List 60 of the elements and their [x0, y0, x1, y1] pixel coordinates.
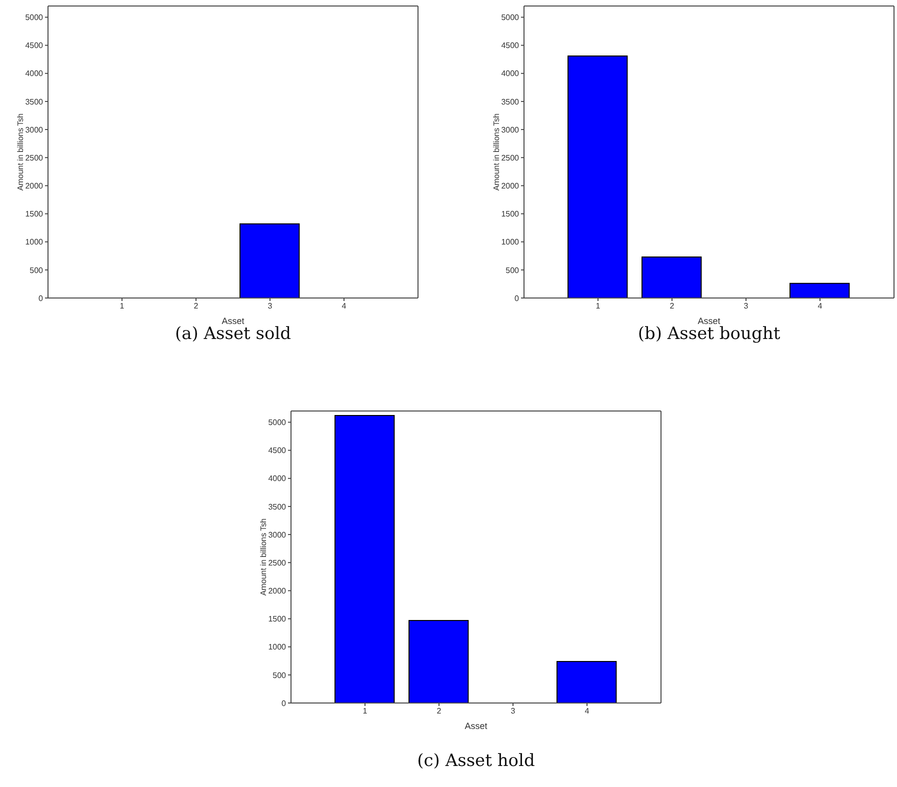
y-tick-label: 5000 [268, 418, 287, 428]
y-tick-label: 4000 [25, 69, 44, 78]
y-tick-label: 2500 [25, 153, 44, 162]
y-tick-label: 2000 [268, 586, 287, 596]
x-tick-label: 4 [584, 706, 590, 716]
y-tick-label: 0 [514, 294, 520, 303]
x-tick-label: 4 [818, 302, 823, 311]
x-tick-label: 1 [362, 706, 368, 716]
x-tick-label: 1 [120, 302, 125, 311]
text: (a) Asset sold [174, 324, 292, 344]
y-axis-title: Amount in billions Tsh [258, 518, 268, 596]
y-tick-label: 3000 [25, 125, 44, 134]
y-tick-label: 2000 [25, 182, 44, 191]
y-tick-label: 500 [30, 266, 44, 275]
y-tick-label: 4000 [501, 69, 520, 78]
y-tick-label: 3500 [268, 502, 287, 512]
bar [790, 282, 850, 298]
y-tick-label: 3000 [501, 125, 520, 134]
y-tick-label: 2000 [501, 182, 520, 191]
bar [642, 256, 702, 298]
x-tick-label: 2 [670, 302, 675, 311]
y-tick-label: 1000 [25, 238, 44, 247]
bar [408, 620, 469, 703]
y-tick-label: 4500 [268, 446, 287, 456]
text: (b) Asset bought [638, 324, 780, 344]
x-axis-title: Asset [698, 316, 721, 326]
y-tick-label: 2500 [268, 558, 287, 568]
y-tick-label: 5000 [25, 13, 44, 22]
x-tick-label: 3 [510, 706, 516, 716]
x-tick-label: 4 [342, 302, 347, 311]
y-tick-label: 3500 [25, 97, 44, 106]
x-tick-label: 3 [268, 302, 273, 311]
bar [556, 660, 617, 703]
x-axis-title: Asset [222, 316, 245, 326]
y-tick-label: 500 [272, 670, 287, 680]
y-tick-label: 5000 [501, 13, 520, 22]
y-tick-label: 1500 [501, 210, 520, 219]
y-tick-label: 4500 [501, 41, 520, 50]
y-tick-label: 0 [282, 698, 287, 708]
y-tick-label: 4500 [25, 41, 44, 50]
y-tick-label: 3000 [268, 530, 287, 540]
y-axis-title: Amount in billions Tsh [492, 113, 501, 191]
x-tick-label: 3 [744, 302, 749, 311]
y-tick-label: 3500 [501, 97, 520, 106]
y-axis-title: Amount in billions Tsh [16, 113, 25, 191]
y-tick-label: 4000 [268, 474, 287, 484]
x-tick-label: 2 [194, 302, 199, 311]
y-tick-label: 0 [38, 294, 44, 303]
x-tick-label: 1 [596, 302, 601, 311]
y-tick-label: 2500 [501, 153, 520, 162]
text: (c) Asset hold [417, 751, 535, 771]
bar [568, 55, 628, 298]
x-tick-label: 2 [436, 706, 442, 716]
y-tick-label: 1000 [501, 238, 520, 247]
x-axis-title: Asset [464, 721, 488, 731]
y-tick-label: 1000 [268, 642, 287, 652]
y-tick-label: 1500 [268, 614, 287, 624]
y-tick-label: 1500 [25, 210, 44, 219]
bar [334, 414, 395, 703]
y-tick-label: 500 [506, 266, 520, 275]
